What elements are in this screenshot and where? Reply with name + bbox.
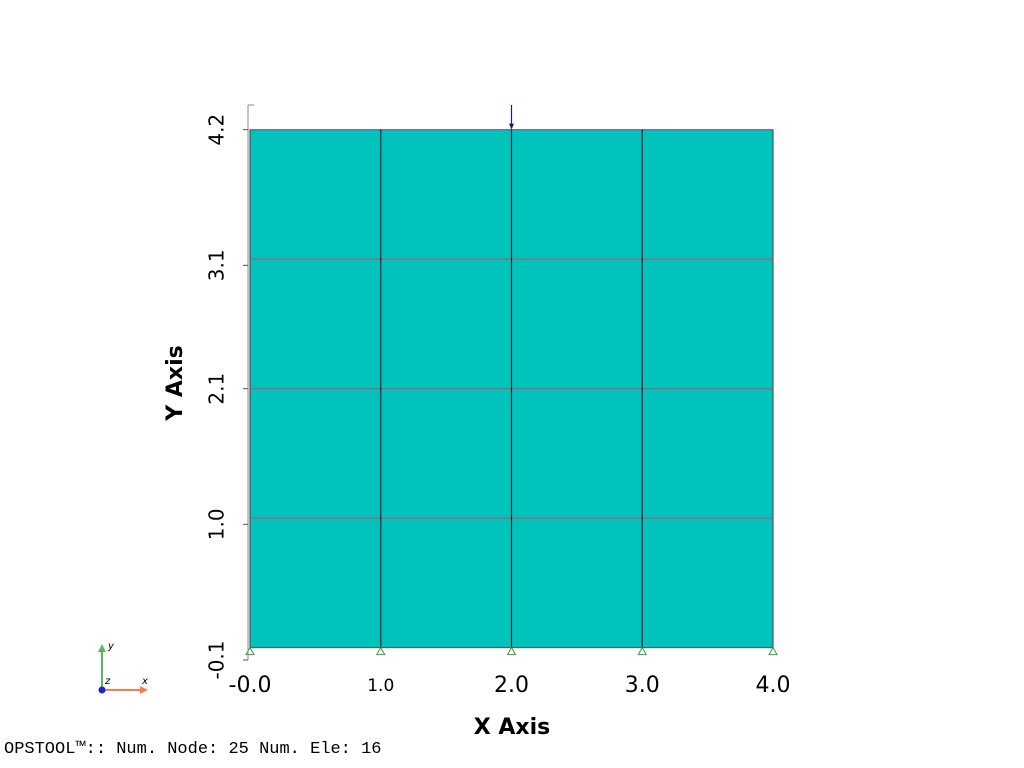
x-tick-label: 1.0 [367, 676, 394, 696]
support [768, 646, 778, 656]
y-tick-label: -0.1 [205, 640, 229, 679]
triad-y-label: y [107, 641, 115, 652]
x-tick-label: 4.0 [756, 673, 791, 698]
x-axis-title: X Axis [474, 715, 550, 740]
triad-z-label: z [104, 676, 111, 687]
node-count: 25 [228, 740, 249, 759]
y-tick-label: 1.0 [205, 508, 229, 540]
y-axis-title: Y Axis [163, 345, 188, 421]
triad-x-label: x [141, 676, 148, 687]
support [637, 646, 648, 656]
y-tick-label: 4.2 [205, 114, 229, 146]
support [245, 646, 255, 656]
y-tick-label: 2.1 [205, 373, 229, 405]
elements-label: Num. Ele: [259, 740, 351, 759]
triad-y-head [98, 644, 106, 652]
triad-x-head [140, 686, 148, 694]
x-tick-label: 2.0 [494, 673, 529, 698]
x-tick-label: 3.0 [625, 673, 660, 698]
support [375, 646, 386, 656]
support [506, 646, 517, 656]
element-count: 16 [361, 740, 382, 759]
x-tick-label: -0.0 [229, 673, 272, 698]
footer: OPSTOOL™:: Num. Node: 25 Num. Ele: 16 [4, 740, 382, 759]
y-tick-label: 3.1 [205, 249, 229, 281]
triad-z [98, 686, 106, 694]
footer-prefix: OPSTOOL™:: Num. Node: [4, 740, 219, 759]
load-arrow-head [509, 123, 514, 130]
